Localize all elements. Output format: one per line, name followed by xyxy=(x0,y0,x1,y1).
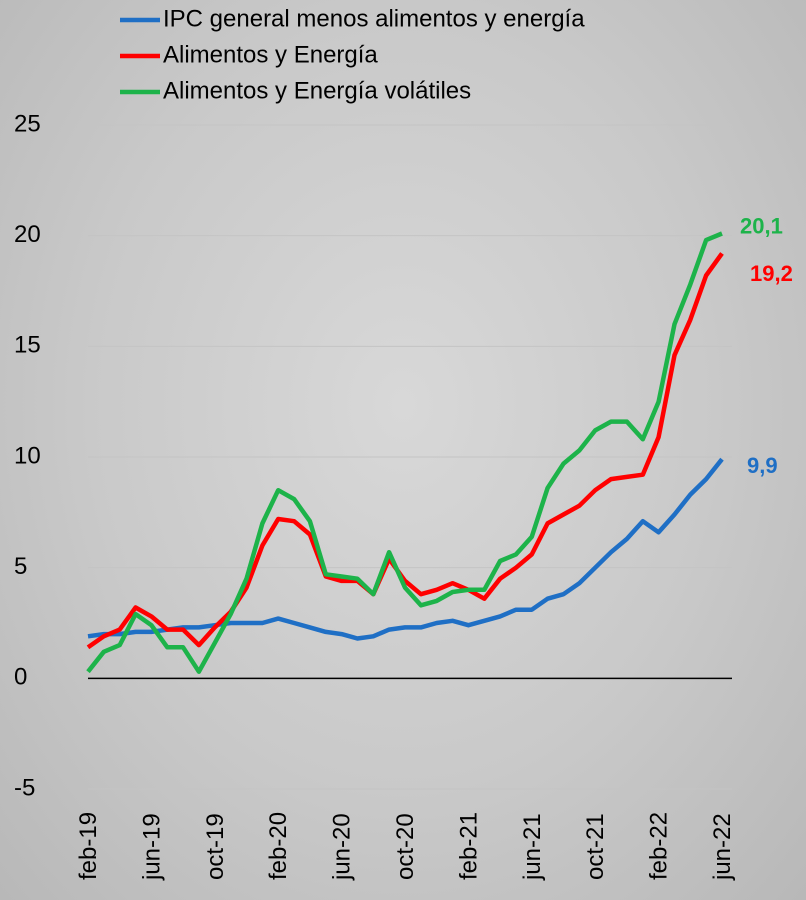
x-tick-label: jun-22 xyxy=(709,813,736,881)
series-line xyxy=(86,252,724,650)
x-tick-label: feb-21 xyxy=(455,812,482,880)
x-tick-label: oct-21 xyxy=(582,813,609,880)
x-tick-label: feb-20 xyxy=(265,812,292,880)
series-line xyxy=(87,457,724,641)
x-tick-label: oct-20 xyxy=(392,813,419,880)
legend-label: Alimentos y Energía xyxy=(163,41,378,68)
x-tick-label: oct-19 xyxy=(202,813,229,880)
y-tick-label: 10 xyxy=(14,442,41,469)
x-tick-label: jun-21 xyxy=(519,813,546,881)
y-tick-label: 20 xyxy=(14,221,41,248)
x-tick-label: feb-22 xyxy=(646,812,673,880)
y-tick-label: 5 xyxy=(14,553,27,580)
x-tick-label: jun-20 xyxy=(329,813,356,881)
end-label: 19,2 xyxy=(750,261,793,286)
series-line xyxy=(86,231,723,674)
y-tick-label: 15 xyxy=(14,332,41,359)
end-label: 9,9 xyxy=(747,453,778,478)
x-tick-label: jun-19 xyxy=(138,813,165,881)
end-label: 20,1 xyxy=(740,213,783,238)
y-tick-label: -5 xyxy=(14,774,35,801)
y-tick-label: 0 xyxy=(14,664,27,691)
legend-label: IPC general menos alimentos y energía xyxy=(163,5,585,32)
legend-label: Alimentos y Energía volátiles xyxy=(163,77,471,104)
x-tick-label: feb-19 xyxy=(75,812,102,880)
y-tick-label: 25 xyxy=(14,110,41,137)
